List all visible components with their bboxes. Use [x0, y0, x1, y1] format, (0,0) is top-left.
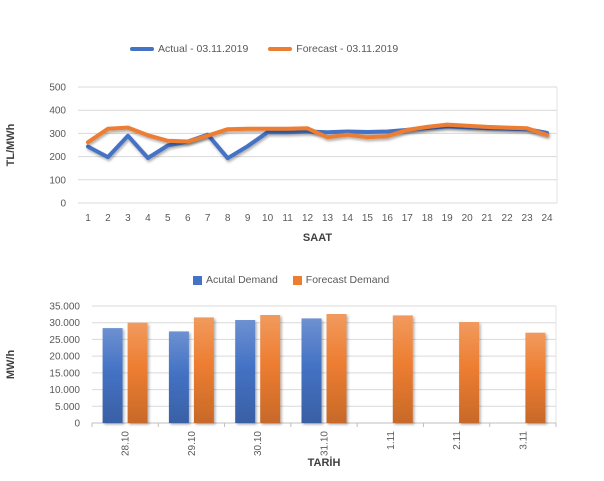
demand-bar-chart: 0 5.000 10.000 15.000 20.000 25.000 30.000 35.0… — [5, 302, 557, 469]
actual-bar-swatch — [193, 275, 202, 285]
svg-text:400: 400 — [49, 106, 66, 117]
svg-text:8: 8 — [225, 213, 231, 224]
svg-text:0: 0 — [60, 199, 66, 210]
svg-text:500: 500 — [49, 83, 66, 94]
svg-text:100: 100 — [49, 175, 66, 186]
forecast-bar-swatch — [292, 275, 302, 285]
svg-text:MW/h: MW/h — [5, 350, 17, 380]
svg-text:0: 0 — [74, 419, 80, 430]
svg-text:TL/MWh: TL/MWh — [5, 123, 17, 166]
legend-item-forecast-price: Forecast - 03.11.2019 — [268, 43, 398, 55]
price-chart-legend: Actual - 03.11.2019 Forecast - 03.11.201… — [130, 43, 398, 55]
svg-text:30.10: 30.10 — [253, 431, 264, 456]
svg-text:31.10: 31.10 — [320, 431, 331, 456]
svg-text:10.000: 10.000 — [49, 385, 80, 396]
svg-text:21: 21 — [482, 213, 494, 224]
legend-label-forecast-price: Forecast - 03.11.2019 — [296, 43, 399, 55]
svg-text:TARİH: TARİH — [308, 456, 341, 469]
svg-text:35.000: 35.000 — [49, 302, 80, 313]
svg-text:2.11: 2.11 — [452, 431, 463, 450]
svg-text:20.000: 20.000 — [49, 352, 80, 363]
svg-text:SAAT: SAAT — [303, 232, 332, 244]
svg-text:1: 1 — [85, 213, 91, 224]
svg-text:1.11: 1.11 — [386, 431, 397, 450]
svg-text:5.000: 5.000 — [55, 402, 80, 413]
svg-text:200: 200 — [49, 152, 66, 163]
svg-text:24: 24 — [541, 213, 553, 224]
svg-text:4: 4 — [145, 213, 151, 224]
svg-text:19: 19 — [442, 213, 454, 224]
svg-text:16: 16 — [382, 213, 394, 224]
svg-text:300: 300 — [49, 129, 66, 140]
svg-text:15.000: 15.000 — [49, 368, 80, 379]
svg-text:30.000: 30.000 — [49, 318, 80, 329]
forecast-line-swatch — [268, 47, 293, 51]
legend-item-actual-demand: Acutal Demand — [193, 274, 278, 286]
svg-text:6: 6 — [185, 213, 191, 224]
svg-text:7: 7 — [205, 213, 211, 224]
svg-text:5: 5 — [165, 213, 171, 224]
svg-text:15: 15 — [362, 213, 374, 224]
svg-text:20: 20 — [462, 213, 474, 224]
svg-text:25.000: 25.000 — [49, 335, 80, 346]
svg-text:22: 22 — [502, 213, 514, 224]
svg-text:18: 18 — [422, 213, 434, 224]
svg-text:28.10: 28.10 — [121, 431, 132, 456]
svg-text:12: 12 — [302, 213, 314, 224]
svg-text:2: 2 — [105, 213, 111, 224]
svg-text:11: 11 — [282, 213, 293, 224]
legend-item-forecast-demand: Forecast Demand — [292, 274, 390, 286]
legend-label-forecast-demand: Forecast Demand — [305, 274, 390, 286]
svg-text:9: 9 — [245, 213, 251, 224]
legend-label-actual-price: Actual - 03.11.2019 — [158, 43, 249, 55]
demand-chart-legend: Acutal Demand Forecast Demand — [193, 274, 389, 286]
svg-text:23: 23 — [522, 213, 534, 224]
svg-text:10: 10 — [262, 213, 274, 224]
actual-line-swatch — [130, 47, 154, 51]
svg-text:3: 3 — [125, 213, 131, 224]
svg-text:14: 14 — [342, 213, 354, 224]
legend-label-actual-demand: Acutal Demand — [206, 274, 278, 286]
legend-item-actual-price: Actual - 03.11.2019 — [130, 43, 248, 55]
svg-text:13: 13 — [322, 213, 334, 224]
svg-text:29.10: 29.10 — [187, 431, 198, 456]
svg-text:3.11: 3.11 — [518, 431, 529, 450]
svg-text:17: 17 — [402, 213, 414, 224]
